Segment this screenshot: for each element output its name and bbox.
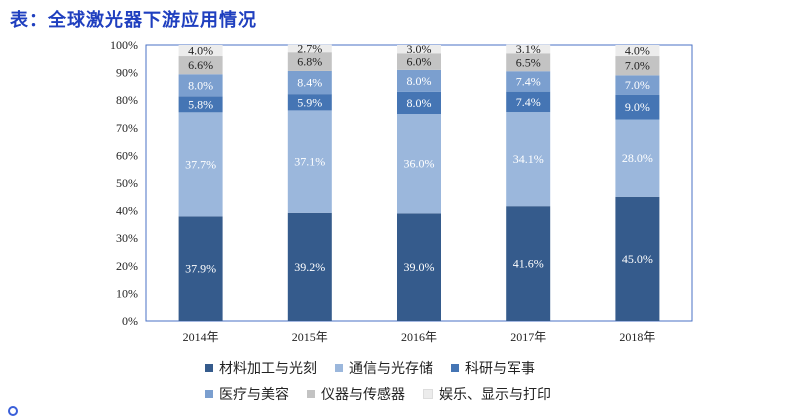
bar-segment [178, 56, 223, 75]
bar-segment [287, 94, 332, 111]
data-label: 7.4% [516, 95, 541, 109]
legend-item-research: 科研与军事 [451, 358, 535, 378]
bar-segment [615, 119, 660, 197]
bar-segment [178, 96, 223, 113]
data-label: 8.0% [407, 74, 432, 88]
bar-segment [506, 71, 551, 92]
y-tick-label: 20% [116, 259, 138, 273]
legend-swatch-instrument [307, 390, 315, 398]
data-label: 3.1% [516, 42, 541, 56]
bar-segment [178, 216, 223, 321]
legend-label-instrument: 仪器与传感器 [321, 387, 405, 403]
data-label: 39.0% [404, 260, 435, 274]
y-tick-label: 90% [116, 66, 138, 80]
y-tick-label: 80% [116, 93, 138, 107]
data-label: 3.0% [407, 42, 432, 56]
data-label: 8.0% [188, 78, 213, 92]
bar-segment [287, 44, 332, 53]
bar-segment [178, 45, 223, 57]
x-tick-label: 2014年 [183, 330, 219, 344]
bar-segment [287, 70, 332, 95]
bar-segment [615, 45, 660, 57]
x-tick-label: 2016年 [401, 330, 437, 344]
bar-segment [178, 74, 223, 97]
y-tick-label: 60% [116, 148, 138, 162]
data-label: 34.1% [513, 152, 544, 166]
y-tick-label: 0% [122, 314, 138, 328]
x-tick-label: 2015年 [292, 330, 328, 344]
bar-segment [287, 212, 332, 321]
legend-label-medical: 医疗与美容 [219, 387, 289, 403]
data-label: 6.0% [407, 55, 432, 69]
data-label: 4.0% [188, 44, 213, 58]
bar-segment [615, 94, 660, 120]
data-label: 39.2% [294, 260, 325, 274]
data-label: 28.0% [622, 151, 653, 165]
legend: 材料加工与光刻 通信与光存储 科研与军事 医疗与美容 仪器与传感器 娱乐、显示与… [205, 358, 635, 410]
data-label: 36.0% [404, 157, 435, 171]
legend-swatch-entertainment [423, 389, 433, 399]
bar-segment [287, 52, 332, 71]
legend-label-research: 科研与军事 [465, 361, 535, 377]
y-tick-label: 10% [116, 286, 138, 300]
bar-segment [397, 114, 441, 214]
data-label: 8.0% [407, 96, 432, 110]
y-tick-label: 70% [116, 121, 138, 135]
bar-segment [397, 53, 441, 70]
bar-segment [615, 56, 660, 76]
data-label: 5.9% [297, 95, 322, 109]
legend-swatch-material [205, 364, 213, 372]
y-tick-label: 40% [116, 204, 138, 218]
x-tick-label: 2017年 [510, 330, 546, 344]
legend-row-2: 医疗与美容 仪器与传感器 娱乐、显示与打印 [205, 384, 635, 404]
data-label: 37.9% [185, 262, 216, 276]
y-tick-label: 30% [116, 231, 138, 245]
data-label: 37.7% [185, 157, 216, 171]
legend-item-medical: 医疗与美容 [205, 384, 289, 404]
bar-segment [397, 45, 441, 54]
legend-item-instrument: 仪器与传感器 [307, 384, 405, 404]
legend-item-entertainment: 娱乐、显示与打印 [423, 384, 551, 404]
legend-item-communication: 通信与光存储 [335, 358, 433, 378]
legend-swatch-communication [335, 364, 343, 372]
data-label: 6.6% [188, 58, 213, 72]
y-tick-label: 50% [116, 176, 138, 190]
chart-title: 表：全球激光器下游应用情况 [10, 10, 257, 31]
y-tick-label: 100% [110, 38, 138, 52]
data-label: 8.4% [297, 76, 322, 90]
bar-segment [287, 110, 332, 213]
legend-row-1: 材料加工与光刻 通信与光存储 科研与军事 [205, 358, 635, 378]
data-label: 7.4% [516, 74, 541, 88]
bar-segment [506, 112, 551, 207]
data-label: 37.1% [294, 155, 325, 169]
bar-segment [506, 53, 551, 72]
legend-label-entertainment: 娱乐、显示与打印 [439, 387, 551, 403]
bar-segment [397, 91, 441, 114]
data-label: 4.0% [625, 44, 650, 58]
bar-segment [615, 75, 660, 95]
data-label: 6.8% [297, 55, 322, 69]
bar-segment [506, 91, 551, 113]
bar-segment [615, 196, 660, 321]
legend-swatch-research [451, 364, 459, 372]
bar-segment [506, 44, 551, 54]
bar-segment [397, 213, 441, 321]
bar-segment [506, 206, 551, 321]
x-tick-label: 2018年 [619, 330, 655, 344]
data-label: 7.0% [625, 59, 650, 73]
data-label: 7.0% [625, 78, 650, 92]
legend-swatch-medical [205, 390, 213, 398]
legend-label-communication: 通信与光存储 [349, 361, 433, 377]
bar-segment [178, 112, 223, 217]
legend-item-material: 材料加工与光刻 [205, 358, 317, 378]
data-label: 2.7% [297, 41, 322, 55]
legend-label-material: 材料加工与光刻 [219, 361, 317, 377]
data-label: 41.6% [513, 257, 544, 271]
data-label: 45.0% [622, 252, 653, 266]
data-label: 5.8% [188, 97, 213, 111]
data-label: 9.0% [625, 100, 650, 114]
bar-segment [397, 69, 441, 92]
data-label: 6.5% [516, 55, 541, 69]
